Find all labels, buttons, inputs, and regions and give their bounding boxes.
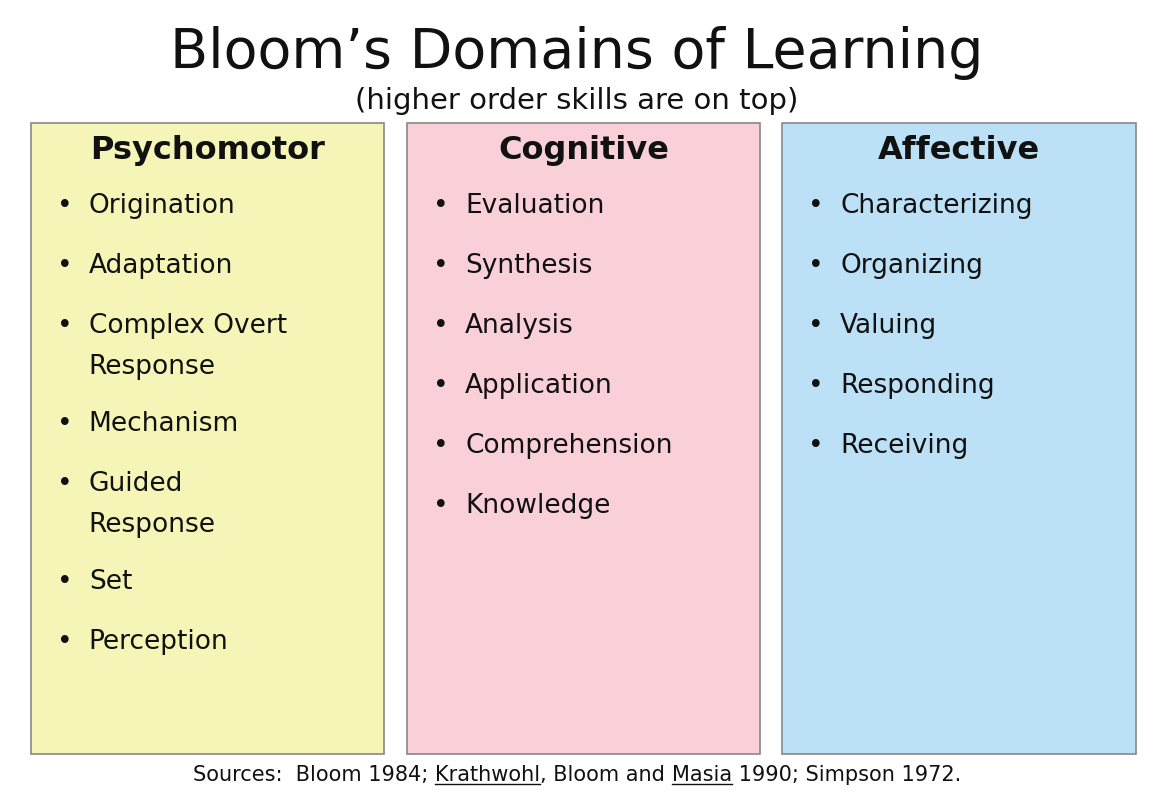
Text: Bloom’s Domains of Learning: Bloom’s Domains of Learning xyxy=(171,26,983,80)
FancyBboxPatch shape xyxy=(407,123,760,754)
Text: Organizing: Organizing xyxy=(840,253,983,279)
Text: Analysis: Analysis xyxy=(465,313,574,339)
Text: Comprehension: Comprehension xyxy=(465,433,673,459)
Text: •: • xyxy=(808,433,824,459)
Text: 1990; Simpson 1972.: 1990; Simpson 1972. xyxy=(732,765,961,785)
Text: Cognitive: Cognitive xyxy=(499,135,669,166)
Text: Knowledge: Knowledge xyxy=(465,493,610,519)
FancyBboxPatch shape xyxy=(782,123,1136,754)
Text: Characterizing: Characterizing xyxy=(840,193,1033,219)
Text: Affective: Affective xyxy=(878,135,1040,166)
Text: Valuing: Valuing xyxy=(840,313,937,339)
Text: Evaluation: Evaluation xyxy=(465,193,605,219)
Text: (higher order skills are on top): (higher order skills are on top) xyxy=(355,87,799,115)
Text: •: • xyxy=(433,493,449,519)
Text: •: • xyxy=(57,629,73,654)
FancyBboxPatch shape xyxy=(31,123,384,754)
Text: Receiving: Receiving xyxy=(840,433,968,459)
Text: •: • xyxy=(57,471,73,497)
Text: •: • xyxy=(433,253,449,279)
Text: Set: Set xyxy=(89,569,133,595)
Text: •: • xyxy=(808,253,824,279)
Text: Mechanism: Mechanism xyxy=(89,411,239,437)
Text: •: • xyxy=(57,411,73,437)
Text: Perception: Perception xyxy=(89,629,228,654)
Text: •: • xyxy=(57,313,73,339)
Text: Synthesis: Synthesis xyxy=(465,253,592,279)
Text: Response: Response xyxy=(89,512,216,538)
Text: Masia: Masia xyxy=(672,765,732,785)
Text: Guided: Guided xyxy=(89,471,183,497)
Text: •: • xyxy=(57,193,73,219)
Text: •: • xyxy=(808,193,824,219)
Text: Krathwohl: Krathwohl xyxy=(435,765,540,785)
Text: •: • xyxy=(433,313,449,339)
Text: , Bloom and: , Bloom and xyxy=(540,765,672,785)
Text: Adaptation: Adaptation xyxy=(89,253,233,279)
Text: Responding: Responding xyxy=(840,373,995,399)
Text: •: • xyxy=(57,253,73,279)
Text: Psychomotor: Psychomotor xyxy=(90,135,325,166)
Text: Response: Response xyxy=(89,354,216,380)
Text: •: • xyxy=(433,373,449,399)
Text: •: • xyxy=(808,373,824,399)
Text: •: • xyxy=(808,313,824,339)
Text: •: • xyxy=(433,193,449,219)
Text: Application: Application xyxy=(465,373,613,399)
Text: •: • xyxy=(433,433,449,459)
Text: Complex Overt: Complex Overt xyxy=(89,313,287,339)
Text: •: • xyxy=(57,569,73,595)
Text: Sources:  Bloom 1984;: Sources: Bloom 1984; xyxy=(193,765,435,785)
Text: Origination: Origination xyxy=(89,193,235,219)
